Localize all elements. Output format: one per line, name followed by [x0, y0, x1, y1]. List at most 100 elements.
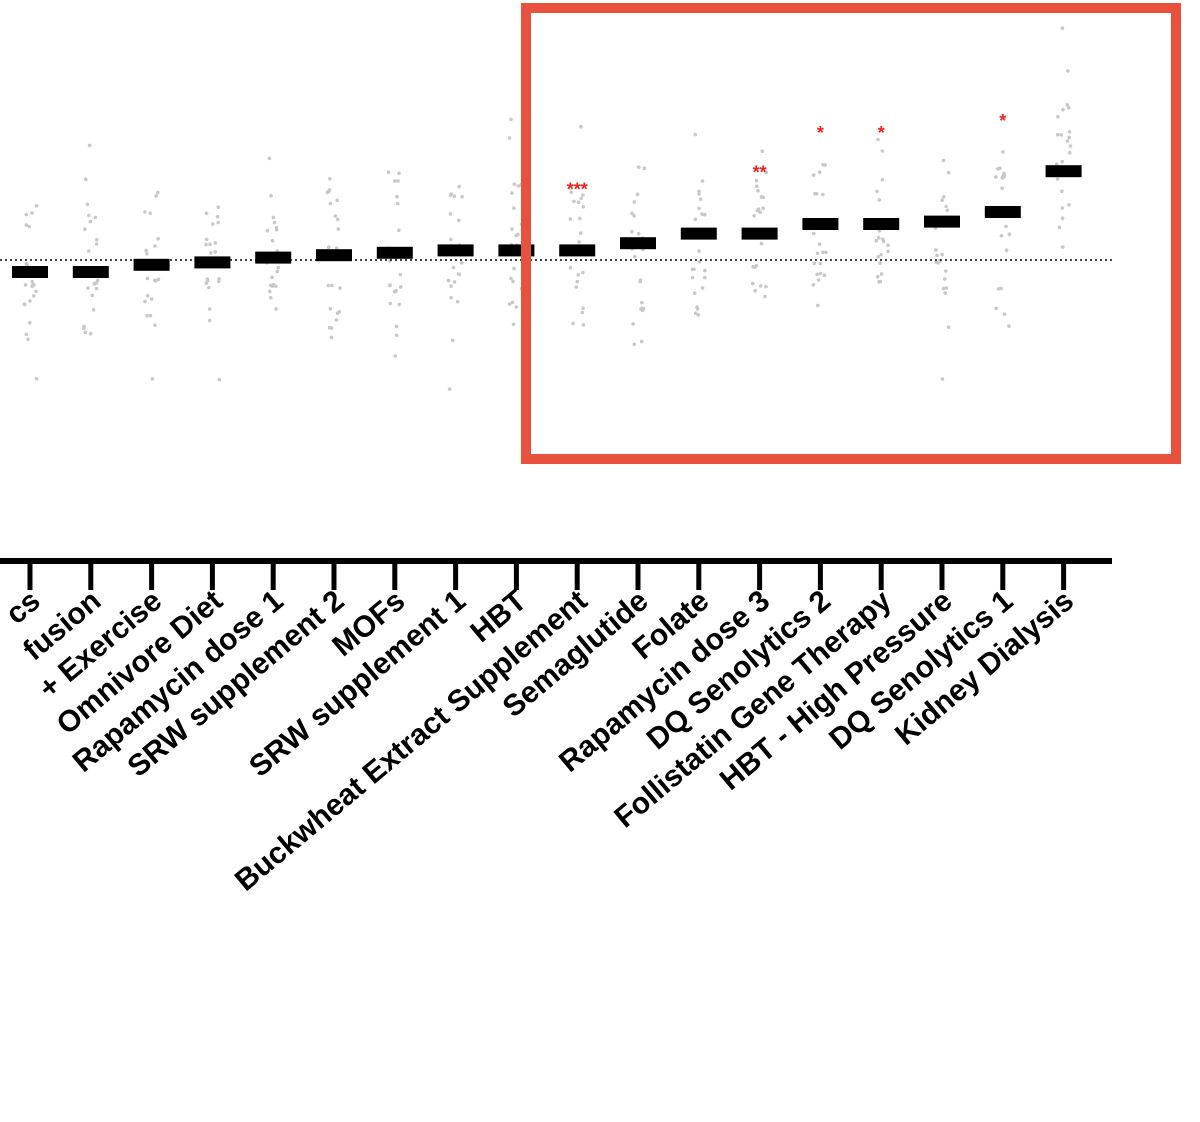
- data-point: [207, 285, 211, 290]
- data-point: [633, 254, 637, 259]
- data-point: [630, 229, 634, 234]
- data-point: [23, 283, 28, 287]
- data-point: [507, 302, 512, 306]
- data-point: [145, 251, 149, 256]
- data-point: [1068, 144, 1073, 148]
- data-point: [23, 302, 27, 307]
- data-point: [397, 228, 401, 232]
- data-point: [457, 218, 461, 223]
- data-point: [31, 283, 36, 287]
- data-point: [700, 286, 705, 290]
- data-point: [265, 228, 270, 233]
- data-point: [457, 184, 462, 189]
- data-point: [446, 278, 451, 283]
- data-point: [763, 294, 767, 299]
- data-point: [579, 196, 583, 201]
- data-point: [274, 307, 278, 311]
- data-point: [811, 283, 816, 287]
- data-point: [156, 237, 160, 241]
- data-point: [941, 158, 946, 163]
- data-point: [1067, 130, 1072, 134]
- data-point: [1057, 225, 1062, 230]
- data-point: [460, 195, 464, 199]
- data-point: [87, 143, 92, 148]
- data-point: [880, 177, 885, 182]
- data-point: [512, 266, 516, 271]
- data-point: [207, 318, 212, 323]
- data-point: [145, 276, 150, 281]
- data-point: [213, 241, 218, 245]
- data-point: [94, 286, 99, 291]
- data-point: [697, 189, 701, 193]
- data-point: [934, 260, 938, 264]
- data-point: [642, 166, 647, 170]
- data-point: [275, 269, 280, 274]
- data-point: [94, 281, 99, 285]
- data-point: [509, 117, 513, 122]
- data-point: [940, 377, 945, 381]
- mean-bar: [802, 218, 839, 230]
- data-point: [879, 252, 883, 257]
- mean-bar: [316, 249, 352, 262]
- mean-bar: [194, 256, 231, 269]
- data-point: [34, 289, 38, 294]
- data-point: [34, 376, 39, 381]
- data-point: [460, 261, 464, 265]
- data-point: [697, 259, 702, 264]
- data-point: [1056, 115, 1060, 119]
- data-point: [822, 273, 827, 278]
- highlight-box: [521, 3, 1181, 464]
- data-point: [578, 216, 582, 221]
- data-point: [877, 198, 882, 202]
- data-point: [209, 251, 213, 255]
- data-point: [398, 285, 403, 289]
- data-point: [1001, 150, 1005, 154]
- data-point: [1067, 203, 1071, 207]
- data-point: [693, 132, 698, 137]
- data-point: [1067, 135, 1071, 140]
- data-point: [1007, 324, 1011, 328]
- significance-marker: **: [753, 163, 767, 183]
- data-point: [945, 208, 949, 213]
- data-point: [752, 214, 756, 218]
- data-point: [817, 242, 822, 247]
- data-point: [95, 237, 99, 242]
- data-point: [456, 272, 461, 276]
- significance-marker: *: [878, 123, 885, 143]
- data-point: [146, 294, 150, 298]
- data-point: [24, 212, 29, 217]
- data-point: [640, 300, 644, 305]
- data-point: [943, 291, 947, 295]
- data-point: [215, 214, 220, 219]
- data-point: [271, 215, 276, 220]
- data-point: [204, 237, 209, 242]
- data-point: [30, 211, 34, 215]
- data-point: [631, 322, 635, 326]
- data-point: [761, 206, 765, 211]
- data-point: [690, 267, 695, 272]
- data-point: [880, 149, 885, 153]
- data-point: [1061, 107, 1065, 112]
- data-point: [638, 279, 643, 284]
- mean-bar: [559, 244, 596, 257]
- data-point: [274, 225, 279, 230]
- data-point: [811, 231, 816, 236]
- data-point: [516, 232, 520, 237]
- data-point: [764, 170, 769, 175]
- significance-marker: *: [817, 123, 824, 143]
- data-point: [386, 170, 391, 174]
- data-point: [276, 265, 281, 270]
- data-point: [394, 289, 398, 293]
- data-point: [393, 179, 397, 183]
- data-point: [1059, 133, 1064, 137]
- data-point: [1066, 69, 1070, 73]
- data-point: [824, 250, 828, 255]
- data-point: [87, 213, 91, 218]
- data-point: [397, 302, 402, 307]
- data-point: [395, 194, 399, 199]
- data-point: [208, 242, 212, 247]
- data-point: [817, 170, 822, 175]
- data-point: [703, 268, 707, 273]
- data-point: [693, 217, 698, 222]
